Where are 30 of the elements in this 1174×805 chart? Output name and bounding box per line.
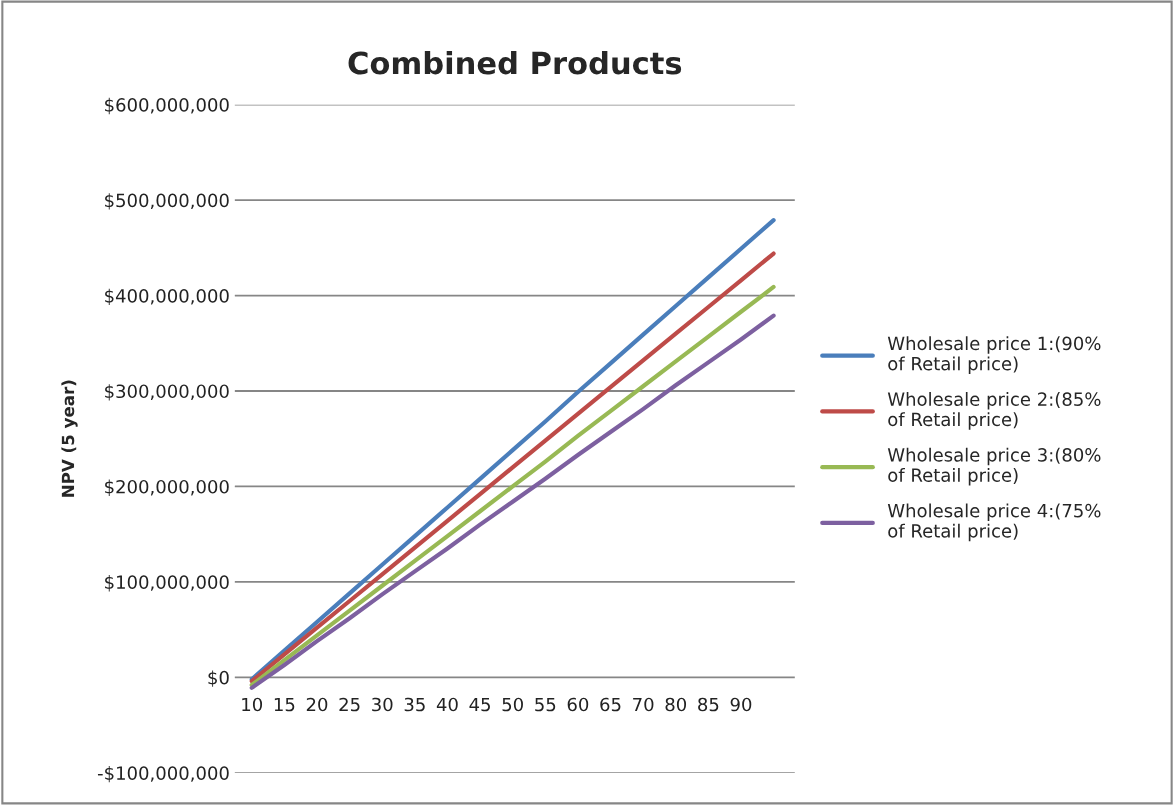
x-tick-label: 10 <box>242 697 263 712</box>
legend-label: Wholesale price 1:(90% of Retail price) <box>887 336 1101 374</box>
y-tick-label: $0 <box>208 670 229 687</box>
x-tick-label: 40 <box>436 697 458 712</box>
y-tick-label: $500,000,000 <box>105 193 229 210</box>
x-tick-label: 50 <box>502 697 523 712</box>
legend-label: Wholesale price 2:(85% of Retail price) <box>887 392 1101 430</box>
y-tick-label: -$100,000,000 <box>97 765 229 783</box>
legend-label: Wholesale price 3:(80% of Retail price) <box>887 447 1101 486</box>
x-tick-label: 20 <box>306 697 328 712</box>
x-tick-label: 65 <box>600 697 621 712</box>
x-tick-label: 15 <box>274 697 295 712</box>
x-tick-label: 30 <box>372 697 393 712</box>
x-tick-label: 80 <box>665 697 687 712</box>
x-tick-label: 90 <box>730 697 752 712</box>
x-tick-label: 85 <box>698 697 719 712</box>
y-tick-label: $400,000,000 <box>105 288 229 306</box>
legend-label: Wholesale price 4:(75% of Retail price) <box>887 503 1101 542</box>
y-tick-label: $300,000,000 <box>105 384 229 401</box>
x-tick-label: 35 <box>404 697 425 712</box>
y-tick-label: $100,000,000 <box>105 575 229 592</box>
x-tick-label: 45 <box>469 697 490 712</box>
y-tick-label: $200,000,000 <box>105 479 229 496</box>
x-tick-label: 55 <box>535 697 556 712</box>
y-tick-label: $600,000,000 <box>105 97 229 115</box>
x-tick-label: 25 <box>339 697 360 712</box>
x-tick-label: 60 <box>567 697 589 712</box>
chart-title: Combined Products <box>348 50 682 75</box>
x-tick-label: 70 <box>633 697 654 712</box>
y-axis-title: NPV (5 year) <box>61 380 78 497</box>
